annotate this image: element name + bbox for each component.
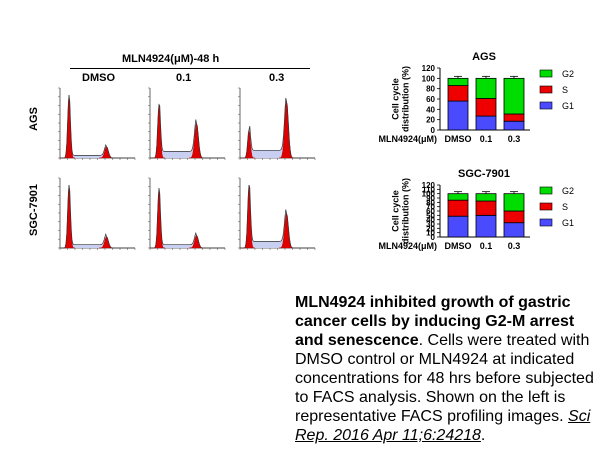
treatment-label: MLN4924(μM)-48 h — [122, 53, 220, 65]
facs-curve-ags-0-3 — [240, 97, 315, 159]
chart1-bar-s-0 — [447, 85, 469, 102]
facs-histogram-grid — [58, 87, 316, 250]
chart2-y-tick-label: 0 — [431, 233, 436, 242]
chart2-y-tick-label: 10 — [426, 229, 435, 238]
chart2-category-label-2: 0.3 — [508, 241, 521, 251]
chart1-bar-g2-2 — [503, 77, 525, 115]
chart1-bar-g1-2 — [503, 120, 525, 131]
chart1-bar-g1-0 — [447, 100, 469, 131]
facs-curve-ags-0-1 — [150, 103, 225, 159]
chart1-y-tick-label: 100 — [422, 74, 436, 83]
chart1-legend-swatch-g1 — [539, 101, 553, 110]
chart2-y-tick-label: 20 — [426, 224, 435, 233]
chart2-bar-g2-0 — [447, 193, 469, 201]
chart2-legend-swatch-g1 — [539, 218, 553, 227]
chart1-legend-label-s: S — [562, 85, 568, 95]
chart2-y-tick-label: 40 — [426, 216, 435, 225]
chart1-x-axis-label: MLN4924(μM) — [378, 134, 437, 144]
chart2-y-axis-label-line2: distribution (%) — [401, 178, 411, 244]
chart2-legend-label-g1: G1 — [562, 218, 574, 228]
chart1-legend-swatch-g2 — [539, 69, 553, 78]
chart2-bar-s-1 — [475, 200, 497, 216]
chart2-bar-g1-1 — [475, 214, 497, 238]
chart1-category-label-2: 0.3 — [508, 134, 521, 144]
chart1-y-tick-label: 20 — [426, 116, 435, 125]
caption-end: . — [480, 427, 486, 444]
chart2-y-tick-label: 80 — [426, 198, 435, 207]
chart1-y-tick-label: 40 — [426, 105, 435, 114]
chart1-category-label-0: DMSO — [445, 134, 472, 144]
chart1-title: AGS — [472, 51, 496, 63]
chart1-y-axis-label-line1: Cell cycle — [391, 78, 401, 120]
chart2-bar-g2-2 — [503, 193, 525, 212]
chart2-y-tick-label: 120 — [422, 181, 436, 190]
caption-text: . Cells were treated with DMSO control o… — [295, 332, 594, 425]
chart1-y-axis-label: Cell cycledistribution (%) — [391, 66, 411, 132]
chart2-y-axis-label: Cell cycledistribution (%) — [391, 178, 411, 244]
chart2-bar-s-0 — [447, 199, 469, 217]
column-label-0-3: 0.3 — [269, 72, 285, 84]
chart2-y-axis-label-line1: Cell cycle — [391, 190, 401, 232]
chart2-bar-g1-2 — [503, 222, 525, 238]
facs-curve-sgc7901-0-3 — [240, 184, 315, 249]
chart2-y-tick-label: 60 — [426, 207, 435, 216]
chart2-y-tick-label: 30 — [426, 220, 435, 229]
chart2-category-label-0: DMSO — [445, 241, 472, 251]
figure-caption: MLN4924 inhibited growth of gastric canc… — [295, 293, 600, 445]
chart1-category-label-1: 0.1 — [480, 134, 493, 144]
treatment-underline — [70, 68, 310, 69]
facs-curve-sgc7901-0-1 — [150, 188, 225, 249]
chart2-legend-label-g2: G2 — [562, 186, 574, 196]
chart2-y-tick-label: 110 — [422, 185, 435, 194]
chart2-x-axis-label: MLN4924(μM) — [378, 241, 437, 251]
chart1-bar-s-1 — [475, 98, 497, 117]
chart1-legend-swatch-s — [539, 85, 553, 94]
facs-curve-ags-dmso — [60, 94, 135, 159]
chart2-y-tick-label: 50 — [426, 211, 435, 220]
chart2-category-label-1: 0.1 — [480, 241, 493, 251]
citation-link[interactable]: Sci Rep. 2016 Apr 11;6:24218 — [295, 408, 591, 444]
chart2-legend-label-s: S — [562, 202, 568, 212]
facs-curve-sgc7901-dmso — [60, 184, 135, 249]
column-label-dmso: DMSO — [82, 72, 115, 84]
chart2-bar-g2-1 — [475, 193, 497, 202]
chart2-y-tick-label: 90 — [426, 194, 435, 203]
caption-bold: MLN4924 inhibited growth of gastric canc… — [295, 294, 575, 349]
chart1-legend-label-g2: G2 — [562, 69, 574, 79]
chart1-bar-g2-0 — [447, 77, 469, 86]
chart2-title: SGC-7901 — [458, 168, 510, 180]
chart2-legend-swatch-g2 — [539, 186, 553, 195]
chart1-y-axis-label-line2: distribution (%) — [401, 66, 411, 132]
column-label-0-1: 0.1 — [176, 72, 192, 84]
chart1-y-tick-label: 0 — [431, 126, 436, 135]
chart2-bar-s-2 — [503, 210, 525, 224]
chart1-y-tick-label: 120 — [422, 64, 436, 73]
chart1-bar-g1-1 — [475, 115, 497, 131]
chart1-y-tick-label: 60 — [426, 95, 435, 104]
chart2-y-tick-label: 70 — [426, 203, 435, 212]
chart1-bar-s-2 — [503, 113, 525, 122]
chart1-legend-label-g1: G1 — [562, 101, 574, 111]
chart1-bar-g2-1 — [475, 77, 497, 99]
chart1-y-tick-label: 80 — [426, 85, 435, 94]
chart2-y-tick-label: 100 — [422, 190, 436, 199]
chart2-legend-swatch-s — [539, 202, 553, 211]
chart2-bar-g1-0 — [447, 215, 469, 238]
